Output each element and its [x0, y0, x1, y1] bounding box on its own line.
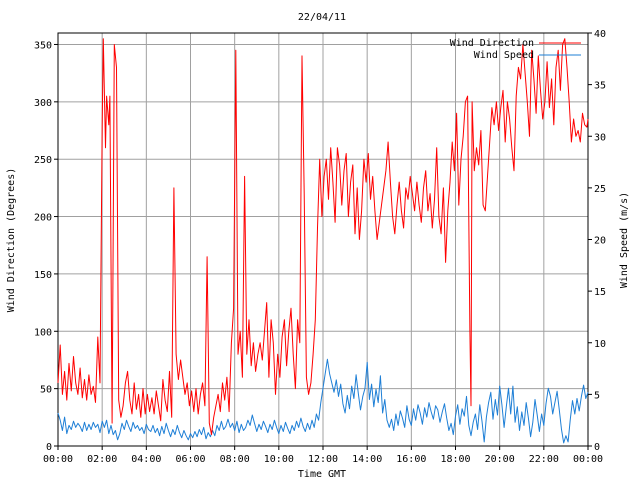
y-tick-label: 300: [34, 98, 52, 109]
series-line-wind-direction: [57, 38, 589, 435]
x-tick-label: 16:00: [396, 454, 426, 465]
y2-tick-label: 25: [594, 184, 606, 195]
x-tick-label: 00:00: [43, 454, 73, 465]
grid: [58, 33, 588, 446]
series-line-wind-speed: [57, 358, 589, 444]
series-layer: [57, 38, 589, 444]
y-tick-label: 0: [46, 442, 52, 453]
y-tick-label: 100: [34, 327, 52, 338]
y-tick-label: 150: [34, 270, 52, 281]
y-axis-label: Wind Direction (Degrees): [6, 168, 17, 313]
y-tick-label: 200: [34, 213, 52, 224]
y2-tick-label: 10: [594, 339, 606, 350]
chart-title: 22/04/11: [298, 12, 346, 23]
y-tick-label: 350: [34, 40, 52, 51]
y2-axis-ticks: 0 5 10 15 20 25 30 35 40: [588, 29, 606, 453]
x-tick-label: 18:00: [440, 454, 470, 465]
y2-tick-label: 5: [594, 390, 600, 401]
y-axis-ticks: 0 50 100 150 200 250 300 350: [34, 40, 58, 453]
x-tick-label: 14:00: [352, 454, 382, 465]
y2-tick-label: 40: [594, 29, 606, 40]
x-tick-label: 06:00: [175, 454, 205, 465]
y2-tick-label: 0: [594, 442, 600, 453]
x-axis-ticks: 00:00 02:00 04:00 06:00 08:00 10:00 12:00 14:00…: [43, 446, 603, 465]
x-tick-label: 12:00: [308, 454, 338, 465]
x-tick-label: 20:00: [485, 454, 515, 465]
x-tick-label: 04:00: [131, 454, 161, 465]
y2-tick-label: 35: [594, 81, 606, 92]
y2-tick-label: 15: [594, 287, 606, 298]
y-tick-label: 50: [40, 385, 52, 396]
x-tick-label: 02:00: [87, 454, 117, 465]
x-tick-label: 22:00: [529, 454, 559, 465]
y-tick-label: 250: [34, 155, 52, 166]
x-tick-label: 08:00: [220, 454, 250, 465]
y2-tick-label: 20: [594, 236, 606, 247]
y2-axis-label: Wind Speed (m/s): [619, 192, 630, 288]
x-tick-label: 00:00: [573, 454, 603, 465]
y2-tick-label: 30: [594, 132, 606, 143]
legend-label-wind-direction: Wind Direction: [450, 38, 534, 49]
x-axis-label: Time GMT: [298, 469, 346, 480]
x-tick-label: 10:00: [264, 454, 294, 465]
legend: Wind Direction Wind Speed: [450, 38, 581, 61]
legend-label-wind-speed: Wind Speed: [474, 50, 534, 61]
